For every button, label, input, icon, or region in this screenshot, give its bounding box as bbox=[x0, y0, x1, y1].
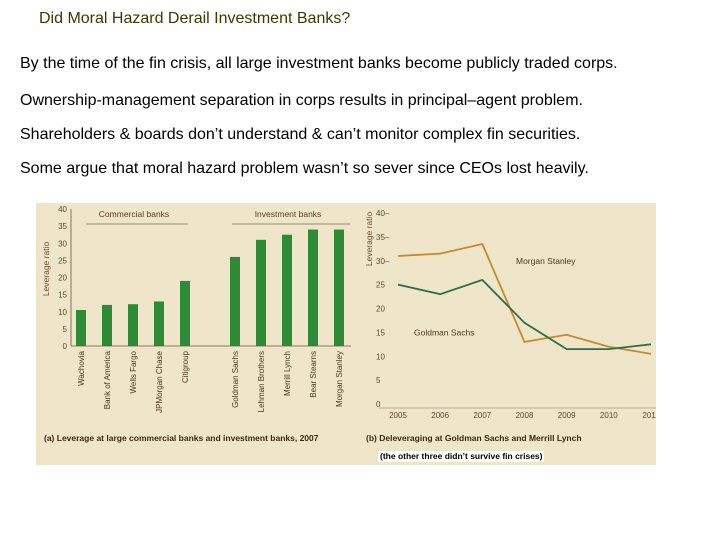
line-chart-ytick-label: 40– bbox=[376, 209, 390, 218]
line-chart-xtick-label: 2008 bbox=[516, 411, 534, 420]
bar-3 bbox=[154, 301, 164, 346]
series-line-1 bbox=[397, 278, 652, 350]
line-chart-caption: (b) Deleveraging at Goldman Sachs and Me… bbox=[366, 433, 656, 444]
group-label-commercial: Commercial banks bbox=[99, 209, 169, 219]
line-chart-ytick-label: 0 bbox=[376, 400, 381, 409]
line-chart-ytick-label: 20 bbox=[376, 305, 385, 314]
bar-chart-caption-text: (a) Leverage at large commercial banks a… bbox=[44, 433, 319, 443]
bullet-2: Ownership-management separation in corps… bbox=[20, 92, 583, 109]
bar-chart-ytick-label: 25 bbox=[58, 256, 67, 265]
bar-chart-ytick-label: 20 bbox=[58, 274, 67, 283]
line-chart-ylabel: Leverage ratio bbox=[364, 212, 374, 267]
bar-chart-caption: (a) Leverage at large commercial banks a… bbox=[44, 433, 354, 444]
deleveraging-line-chart: Leverage ratio 0 5 10 15 20 25 30– 35– 40– 2005 20… bbox=[364, 209, 656, 420]
bar-chart-ytick-label: 30 bbox=[58, 239, 67, 248]
line-chart-xtick-label: 2006 bbox=[431, 411, 449, 420]
series-line-0 bbox=[397, 242, 652, 355]
line-chart-note: (the other three didn’t survive fin cris… bbox=[378, 451, 545, 462]
bar-chart-ytick-label: 15 bbox=[58, 291, 67, 300]
bar-chart-ytick-label: 0 bbox=[63, 342, 68, 351]
line-chart-xtick-label: 2011 bbox=[642, 411, 656, 420]
line-chart-ytick-label: 15 bbox=[376, 328, 385, 337]
bar-category-label: Bear Stearns bbox=[309, 351, 318, 398]
line-chart-ytick-label: 25 bbox=[376, 281, 385, 290]
bullet-4: Some argue that moral hazard problem was… bbox=[20, 160, 589, 177]
bar-category-label: Morgan Stanley bbox=[335, 351, 344, 407]
series-label-morgan-stanley: Morgan Stanley bbox=[516, 256, 576, 266]
line-chart-xtick-label: 2007 bbox=[473, 411, 491, 420]
line-chart-xtick-label: 2009 bbox=[558, 411, 576, 420]
bar-8 bbox=[308, 229, 318, 346]
figure-panel: Leverage ratio Commercial banks Investme… bbox=[36, 203, 656, 465]
bar-4 bbox=[180, 280, 190, 346]
slide-title: Did Moral Hazard Derail Investment Banks… bbox=[39, 10, 351, 27]
bar-chart-ytick-label: 5 bbox=[63, 325, 68, 334]
bar-chart-ytick-label: 35 bbox=[58, 222, 67, 231]
leverage-bar-chart: Leverage ratio Commercial banks Investme… bbox=[41, 205, 351, 413]
bar-category-label: JPMorgan Chase bbox=[155, 350, 164, 412]
bar-category-label: Wachovia bbox=[77, 350, 86, 385]
bar-9 bbox=[334, 229, 344, 346]
bar-7 bbox=[282, 234, 292, 346]
line-chart-caption-text: (b) Deleveraging at Goldman Sachs and Me… bbox=[366, 433, 582, 443]
bar-chart-ytick-label: 40 bbox=[58, 205, 67, 214]
bar-chart-ylabel: Leverage ratio bbox=[41, 242, 51, 297]
bar-category-label: Goldman Sachs bbox=[231, 351, 240, 408]
line-chart-ytick-label: 10 bbox=[376, 352, 385, 361]
group-label-investment: Investment banks bbox=[255, 209, 322, 219]
bar-category-label: Lehman Brothers bbox=[257, 351, 266, 412]
bar-0 bbox=[76, 310, 86, 346]
line-chart-ytick-label: 5 bbox=[376, 376, 381, 385]
bar-category-label: Merrill Lynch bbox=[283, 351, 292, 396]
bar-2 bbox=[128, 304, 138, 346]
line-chart-xtick-label: 2010 bbox=[600, 411, 618, 420]
bar-chart-ytick-label: 10 bbox=[58, 308, 67, 317]
bar-category-label: Bank of America bbox=[103, 350, 112, 409]
bullet-3: Shareholders & boards don’t understand &… bbox=[20, 126, 581, 143]
line-chart-ytick-label: 30– bbox=[376, 257, 390, 266]
line-chart-xtick-label: 2005 bbox=[389, 411, 407, 420]
bar-5 bbox=[230, 256, 240, 346]
bar-category-label: Wells Fargo bbox=[129, 350, 138, 393]
bar-1 bbox=[102, 304, 112, 346]
series-label-goldman-sachs: Goldman Sachs bbox=[414, 327, 474, 337]
line-chart-ytick-label: 35– bbox=[376, 233, 390, 242]
bar-category-label: Citigroup bbox=[181, 350, 190, 383]
bullet-1: By the time of the fin crisis, all large… bbox=[20, 55, 618, 72]
bar-6 bbox=[256, 239, 266, 346]
